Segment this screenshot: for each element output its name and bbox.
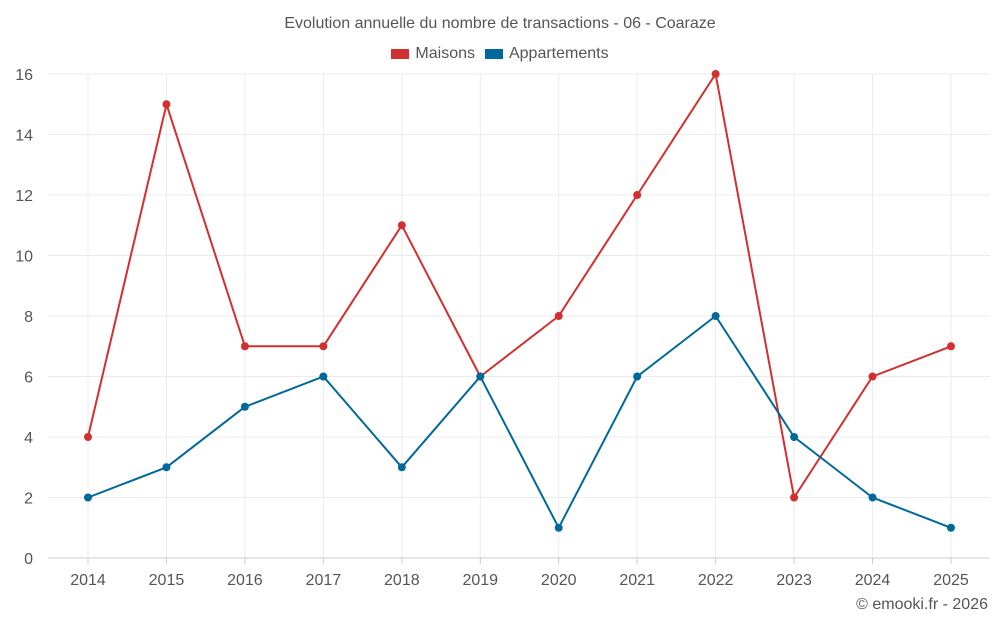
x-tick-label: 2015	[149, 572, 185, 589]
chart-title: Evolution annuelle du nombre de transact…	[284, 15, 716, 32]
y-tick-label: 16	[15, 67, 33, 84]
data-point-maisons	[397, 221, 406, 230]
data-point-appartements	[633, 372, 642, 381]
chart-legend: Maisons Appartements	[0, 45, 1000, 63]
x-tick-label: 2017	[306, 572, 342, 589]
y-tick-label: 4	[24, 430, 33, 447]
x-tick-label: 2021	[619, 572, 655, 589]
data-point-appartements	[84, 493, 92, 502]
series-line-maisons	[87, 73, 952, 499]
y-tick-label: 12	[15, 188, 33, 205]
data-point-maisons	[240, 342, 249, 351]
legend-item-appartements[interactable]: Appartements	[484, 45, 609, 63]
y-tick-label: 14	[15, 128, 33, 145]
data-point-appartements	[476, 372, 485, 381]
data-point-appartements	[947, 523, 955, 532]
data-point-appartements	[790, 433, 799, 441]
data-point-appartements	[319, 372, 328, 381]
data-point-appartements	[162, 463, 171, 472]
data-point-appartements	[711, 312, 720, 320]
data-point-maisons	[868, 372, 877, 381]
data-point-maisons	[790, 493, 799, 502]
y-tick-label: 8	[24, 309, 33, 326]
y-tick-label: 0	[24, 551, 33, 568]
x-tick-label: 2025	[933, 572, 969, 589]
data-point-appartements	[554, 523, 563, 532]
y-tick-label: 6	[24, 370, 33, 387]
data-point-appartements	[240, 402, 249, 411]
y-tick-label: 2	[24, 491, 33, 508]
x-tick-label: 2022	[698, 572, 734, 589]
data-point-maisons	[162, 100, 171, 109]
series-line-appartements	[87, 315, 952, 529]
data-point-appartements	[397, 463, 406, 472]
legend-label-appartements: Appartements	[508, 45, 609, 62]
legend-label-maisons: Maisons	[415, 45, 475, 62]
x-tick-label: 2014	[70, 572, 106, 589]
data-point-maisons	[319, 342, 328, 351]
y-tick-label: 10	[15, 249, 33, 266]
copyright-credit: © emooki.fr - 2026	[856, 596, 988, 613]
data-point-maisons	[84, 433, 92, 441]
data-point-appartements	[868, 493, 877, 502]
x-tick-label: 2016	[227, 572, 263, 589]
data-point-maisons	[633, 191, 642, 199]
x-tick-label: 2018	[384, 572, 420, 589]
x-tick-label: 2023	[776, 572, 812, 589]
x-tick-label: 2024	[855, 572, 891, 589]
data-point-maisons	[947, 342, 955, 351]
data-point-maisons	[711, 70, 720, 78]
x-tick-label: 2020	[541, 572, 577, 589]
legend-swatch-appartements	[484, 49, 503, 59]
legend-swatch-maisons	[391, 49, 410, 59]
x-tick-label: 2019	[462, 572, 498, 589]
data-point-maisons	[554, 312, 563, 320]
legend-item-maisons[interactable]: Maisons	[391, 45, 475, 63]
